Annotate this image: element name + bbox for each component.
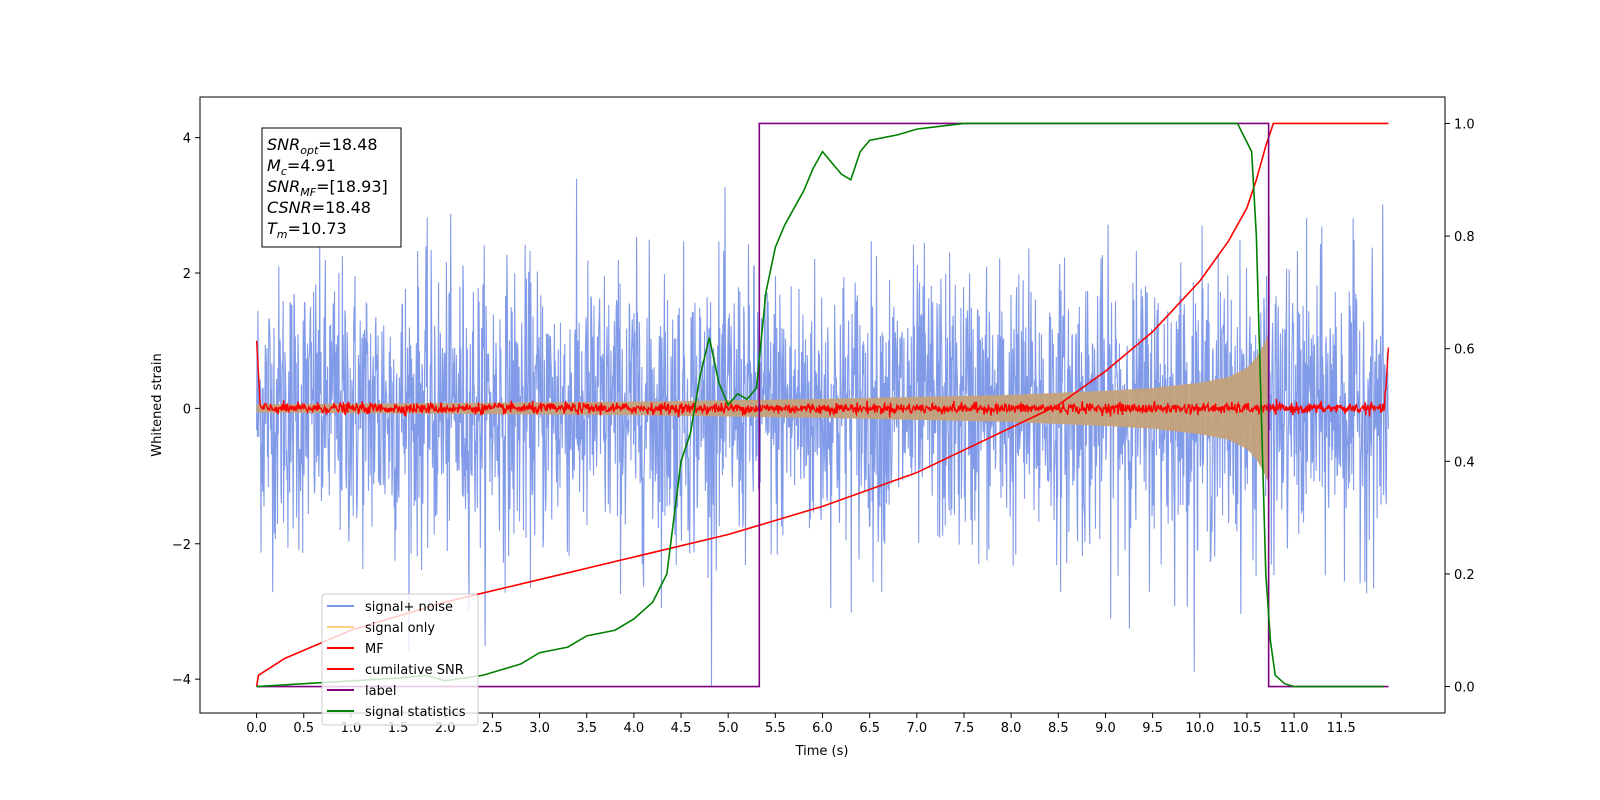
annotation-line: SNRopt=18.48 bbox=[267, 135, 378, 157]
y-tick-label: 0 bbox=[183, 402, 191, 417]
annotation-box: SNRopt=18.48Mc=4.91SNRMF=[18.93]CSNR=18.… bbox=[261, 127, 402, 248]
x-tick-label: 8.5 bbox=[1048, 721, 1069, 736]
y-tick-label: −4 bbox=[172, 673, 191, 688]
x-tick-label: 3.0 bbox=[529, 721, 550, 736]
legend-entry-label: label bbox=[365, 684, 396, 699]
legend: signal+ noise signal only MF cumilative SNR… bbox=[321, 593, 479, 726]
x-tick-label: 11.5 bbox=[1327, 721, 1356, 736]
y-tick-label: 2 bbox=[183, 267, 191, 282]
y-axis-left: −4 −2 0 2 4 bbox=[172, 132, 200, 688]
x-tick-label: 10.5 bbox=[1232, 721, 1261, 736]
y-axis-label: Whitened strain bbox=[150, 353, 165, 456]
y2-tick-label: 1.0 bbox=[1454, 117, 1475, 132]
x-tick-label: 7.0 bbox=[906, 721, 927, 736]
x-tick-label: 9.0 bbox=[1095, 721, 1116, 736]
legend-entry-label: MF bbox=[365, 642, 384, 657]
x-tick-label: 5.0 bbox=[718, 721, 739, 736]
legend-entry-label: signal statistics bbox=[365, 705, 466, 720]
annotation-frame bbox=[261, 127, 402, 248]
x-tick-label: 11.0 bbox=[1280, 721, 1309, 736]
x-tick-label: 5.5 bbox=[765, 721, 786, 736]
y2-tick-label: 0.2 bbox=[1454, 568, 1475, 583]
annotation-line: SNRMF=[18.93] bbox=[267, 177, 388, 199]
y2-tick-label: 0.6 bbox=[1454, 343, 1475, 358]
x-tick-label: 6.5 bbox=[859, 721, 880, 736]
x-tick-label: 8.0 bbox=[1001, 721, 1022, 736]
x-tick-label: 6.0 bbox=[812, 721, 833, 736]
annotation-line: Mc=4.91 bbox=[267, 156, 336, 178]
x-tick-label: 4.0 bbox=[624, 721, 645, 736]
x-tick-label: 4.5 bbox=[671, 721, 692, 736]
x-tick-label: 0.5 bbox=[293, 721, 314, 736]
x-tick-label: 0.0 bbox=[246, 721, 267, 736]
y-tick-label: 4 bbox=[183, 132, 191, 147]
x-tick-label: 10.0 bbox=[1185, 721, 1214, 736]
legend-entry-label: signal+ noise bbox=[365, 600, 453, 615]
series-mf-line bbox=[255, 340, 1390, 418]
x-axis-label: Time (s) bbox=[795, 744, 849, 759]
legend-entry-label: signal only bbox=[365, 621, 435, 636]
annotation-line: Tm=10.73 bbox=[267, 219, 347, 241]
x-axis: 0.0 0.5 1.0 1.5 2.0 2.5 3.0 3.5 4.0 4.5 5.0 5.5 6.0 6… bbox=[246, 713, 1356, 736]
y2-tick-label: 0.8 bbox=[1454, 230, 1475, 245]
x-tick-label: 9.5 bbox=[1142, 721, 1163, 736]
y-axis-right: 0.0 0.2 0.4 0.6 0.8 1.0 bbox=[1445, 117, 1475, 696]
x-tick-label: 2.5 bbox=[482, 721, 503, 736]
series-signal-statistics-line bbox=[256, 122, 1384, 688]
x-tick-label: 3.5 bbox=[576, 721, 597, 736]
x-tick-label: 7.5 bbox=[954, 721, 975, 736]
y2-tick-label: 0.0 bbox=[1454, 681, 1475, 696]
legend-frame bbox=[321, 593, 479, 726]
legend-entry-label: cumilative SNR bbox=[365, 663, 464, 678]
annotation-line: CSNR=18.48 bbox=[267, 198, 371, 217]
y2-tick-label: 0.4 bbox=[1454, 455, 1475, 470]
y-tick-label: −2 bbox=[172, 538, 191, 553]
